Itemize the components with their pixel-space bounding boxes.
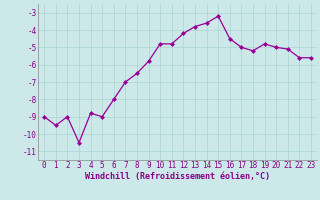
X-axis label: Windchill (Refroidissement éolien,°C): Windchill (Refroidissement éolien,°C): [85, 172, 270, 181]
